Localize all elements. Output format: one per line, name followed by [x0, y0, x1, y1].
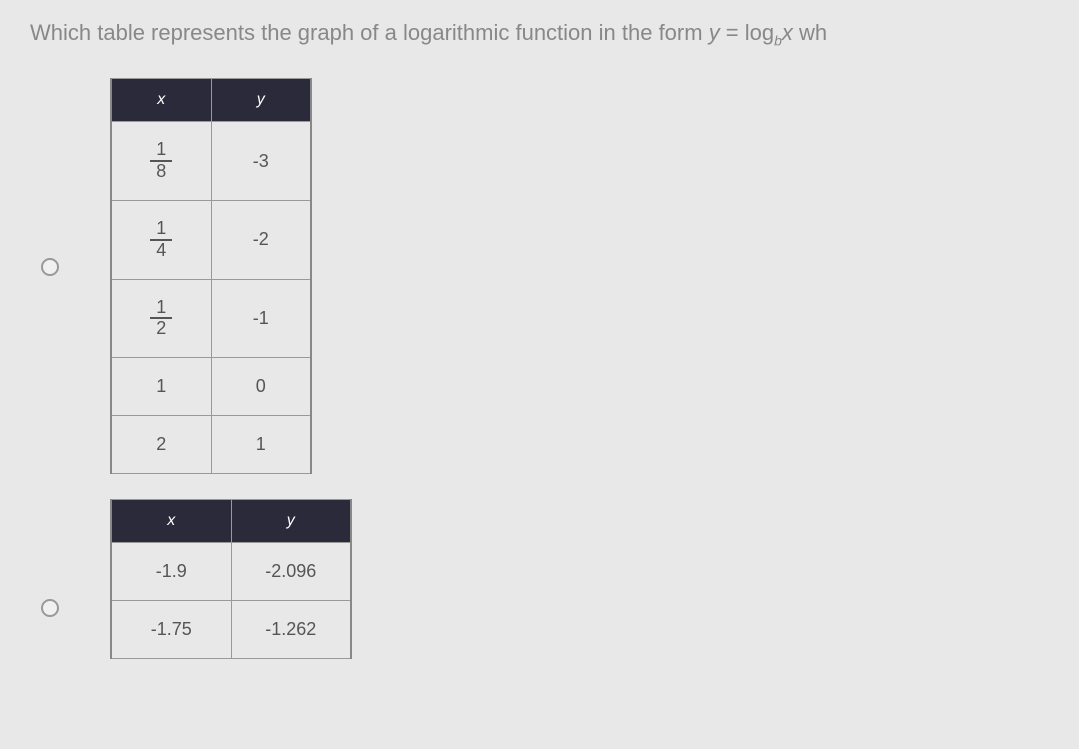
radio-wrapper-2 [30, 599, 70, 617]
table2-cell-x: -1.75 [111, 601, 231, 659]
fraction-num: 1 [150, 298, 172, 320]
table1-cell-y: -1 [211, 279, 311, 358]
table-row: 1 0 [111, 358, 311, 416]
table1-header-y: y [211, 79, 311, 122]
table-row: 1 8 -3 [111, 122, 311, 201]
radio-wrapper-1 [30, 258, 70, 276]
table1-cell-x: 1 [111, 358, 211, 416]
question-text: Which table represents the graph of a lo… [30, 20, 1049, 48]
fraction-den: 8 [150, 162, 172, 182]
table1-cell-x: 1 8 [111, 122, 211, 201]
table1-cell-x: 1 4 [111, 200, 211, 279]
table2-cell-x: -1.9 [111, 543, 231, 601]
radio-option-2[interactable] [41, 599, 59, 617]
table-row: x y [111, 500, 351, 543]
table1-cell-y: -3 [211, 122, 311, 201]
table1-cell-y: 1 [211, 416, 311, 474]
fraction: 1 8 [150, 140, 172, 182]
table-row: 2 1 [111, 416, 311, 474]
table2-wrapper: x y -1.9 -2.096 -1.75 -1.262 [110, 499, 352, 659]
table-row: 1 4 -2 [111, 200, 311, 279]
eq-x: x [782, 20, 793, 45]
question-suffix: wh [799, 20, 827, 45]
table2-cell-y: -1.262 [231, 601, 351, 659]
fraction-num: 1 [150, 140, 172, 162]
table-1: x y 1 8 -3 1 [110, 78, 312, 474]
table-row: -1.75 -1.262 [111, 601, 351, 659]
table1-wrapper: x y 1 8 -3 1 [110, 78, 312, 474]
eq-sub: b [774, 32, 782, 48]
option-1-container: x y 1 8 -3 1 [30, 78, 1049, 489]
table1-cell-y: -2 [211, 200, 311, 279]
eq-log: log [745, 20, 774, 45]
table1-cell-x: 1 2 [111, 279, 211, 358]
eq-y: y [709, 20, 720, 45]
radio-option-1[interactable] [41, 258, 59, 276]
fraction-den: 4 [150, 241, 172, 261]
fraction: 1 2 [150, 298, 172, 340]
table1-cell-y: 0 [211, 358, 311, 416]
table-2: x y -1.9 -2.096 -1.75 -1.262 [110, 499, 352, 659]
table1-cell-x: 2 [111, 416, 211, 474]
table2-header-y: y [231, 500, 351, 543]
table-row: 1 2 -1 [111, 279, 311, 358]
eq-equals: = [720, 20, 745, 45]
option-2-container: x y -1.9 -2.096 -1.75 -1.262 [30, 499, 1049, 659]
fraction: 1 4 [150, 219, 172, 261]
table1-header-x: x [111, 79, 211, 122]
table2-cell-y: -2.096 [231, 543, 351, 601]
table2-header-x: x [111, 500, 231, 543]
question-prefix: Which table represents the graph of a lo… [30, 20, 709, 45]
fraction-num: 1 [150, 219, 172, 241]
fraction-den: 2 [150, 319, 172, 339]
table-row: -1.9 -2.096 [111, 543, 351, 601]
table-row: x y [111, 79, 311, 122]
